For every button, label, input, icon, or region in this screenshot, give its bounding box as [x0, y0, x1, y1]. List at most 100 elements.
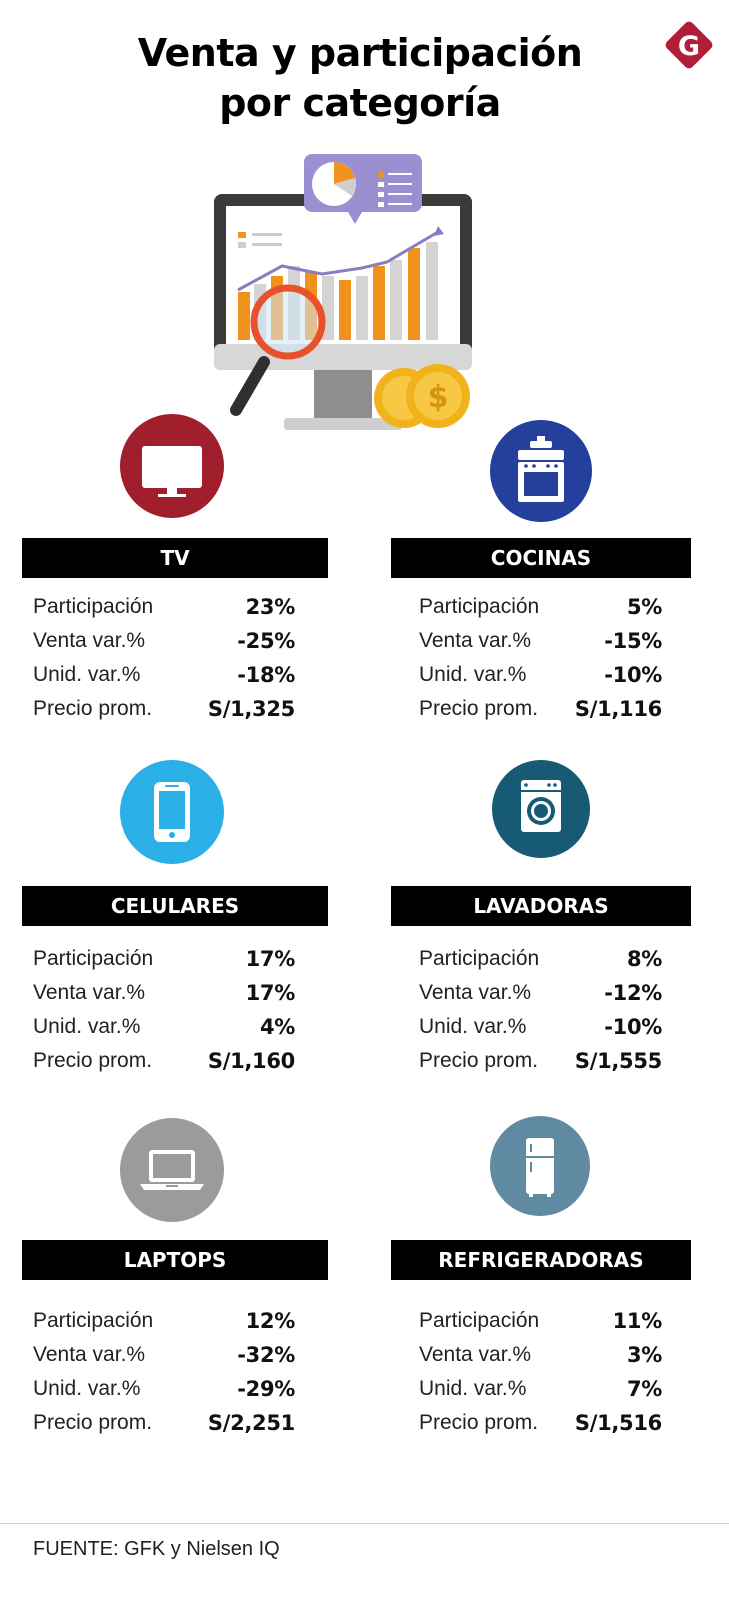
value: S/1,516 [574, 1411, 662, 1435]
row-unid: Unid. var.% -10% [419, 658, 662, 692]
label: Unid. var.% [419, 1377, 527, 1400]
value: 3% [626, 1343, 662, 1367]
row-venta: Venta var.% -12% [419, 976, 662, 1010]
row-participacion: Participación 8% [419, 942, 662, 976]
label: Venta var.% [33, 1343, 146, 1366]
celulares-category-icon [120, 760, 224, 864]
row-participacion: Participación 23% [33, 590, 295, 624]
refrigerator-icon [526, 1138, 554, 1197]
laptops-category-icon [120, 1118, 224, 1222]
category-header-lavadoras: LAVADORAS [391, 886, 691, 926]
row-unid: Unid. var.% -10% [419, 1010, 662, 1044]
title-line-2: por categoría [219, 81, 501, 125]
row-precio: Precio prom. S/1,160 [33, 1044, 295, 1078]
tv-category-icon [120, 414, 224, 518]
value: 17% [245, 947, 296, 971]
value: -18% [237, 663, 295, 687]
label: Participación [419, 947, 540, 970]
value: -29% [237, 1377, 295, 1401]
label: Unid. var.% [33, 1377, 141, 1400]
title-line-1: Venta y participación [137, 31, 583, 75]
value: -32% [237, 1343, 295, 1367]
label: Participación [33, 947, 154, 970]
value: 12% [245, 1309, 296, 1333]
lavadoras-category-icon [492, 760, 590, 858]
label: Precio prom. [33, 697, 153, 720]
category-table-tv: Participación 23% Venta var.% -25% Unid. v… [33, 590, 295, 726]
label: Precio prom. [419, 1049, 539, 1072]
row-participacion: Participación 11% [419, 1304, 662, 1338]
row-venta: Venta var.% 17% [33, 976, 295, 1010]
label: Venta var.% [419, 629, 532, 652]
value: -25% [237, 629, 295, 653]
value: 7% [626, 1377, 662, 1401]
value: S/1,160 [207, 1049, 295, 1073]
row-precio: Precio prom. S/1,116 [419, 692, 662, 726]
category-header-laptops: LAPTOPS [22, 1240, 328, 1280]
row-unid: Unid. var.% -29% [33, 1372, 295, 1406]
tv-icon [142, 446, 202, 497]
source-note: FUENTE: GFK y Nielsen IQ [33, 1538, 280, 1560]
smartphone-icon [154, 782, 190, 842]
row-unid: Unid. var.% 7% [419, 1372, 662, 1406]
value: -12% [604, 981, 662, 1005]
logo-letter: G [678, 31, 700, 62]
category-header-celulares: CELULARES [22, 886, 328, 926]
label: Precio prom. [33, 1049, 153, 1072]
row-precio: Precio prom. S/1,555 [419, 1044, 662, 1078]
label: Unid. var.% [33, 663, 141, 686]
row-unid: Unid. var.% 4% [33, 1010, 295, 1044]
value: -15% [604, 629, 662, 653]
label: Participación [419, 595, 540, 618]
row-precio: Precio prom. S/2,251 [33, 1406, 295, 1440]
row-participacion: Participación 12% [33, 1304, 295, 1338]
row-precio: Precio prom. S/1,516 [419, 1406, 662, 1440]
label: Unid. var.% [33, 1015, 141, 1038]
row-venta: Venta var.% -32% [33, 1338, 295, 1372]
footer-divider [0, 1523, 729, 1524]
label: Venta var.% [419, 1343, 532, 1366]
value: -10% [604, 1015, 662, 1039]
washing-machine-icon [521, 780, 561, 832]
value: -10% [604, 663, 662, 687]
label: Unid. var.% [419, 663, 527, 686]
row-venta: Venta var.% 3% [419, 1338, 662, 1372]
category-table-lavadoras: Participación 8% Venta var.% -12% Unid. va… [419, 942, 662, 1078]
row-participacion: Participación 5% [419, 590, 662, 624]
stove-icon [518, 436, 564, 502]
value: 5% [626, 595, 662, 619]
label: Participación [33, 595, 154, 618]
value: 8% [626, 947, 662, 971]
value: 11% [612, 1309, 663, 1333]
label: Participación [419, 1309, 540, 1332]
analytics-illustration-icon: $ [214, 154, 472, 430]
category-table-refrigeradoras: Participación 11% Venta var.% 3% Unid. var… [419, 1304, 662, 1440]
label: Venta var.% [419, 981, 532, 1004]
category-table-laptops: Participación 12% Venta var.% -32% Unid. v… [33, 1304, 295, 1440]
value: S/1,325 [207, 697, 295, 721]
label: Unid. var.% [419, 1015, 527, 1038]
category-header-refrigeradoras: REFRIGERADORAS [391, 1240, 691, 1280]
category-table-celulares: Participación 17% Venta var.% 17% Unid. va… [33, 942, 295, 1078]
value: 17% [245, 981, 296, 1005]
label: Precio prom. [419, 697, 539, 720]
category-header-cocinas: COCINAS [391, 538, 691, 578]
label: Precio prom. [419, 1411, 539, 1434]
refrigeradoras-category-icon [490, 1116, 590, 1216]
label: Venta var.% [33, 629, 146, 652]
label: Participación [33, 1309, 154, 1332]
category-header-tv: TV [22, 538, 328, 578]
row-participacion: Participación 17% [33, 942, 295, 976]
category-table-cocinas: Participación 5% Venta var.% -15% Unid. va… [419, 590, 662, 726]
svg-text:$: $ [428, 380, 449, 415]
cocinas-category-icon [490, 420, 592, 522]
value: S/1,116 [574, 697, 662, 721]
page-title: Venta y participación por categoría [90, 28, 630, 128]
row-unid: Unid. var.% -18% [33, 658, 295, 692]
value: S/2,251 [207, 1411, 295, 1435]
value: 23% [245, 595, 296, 619]
gestion-logo: G [665, 21, 713, 69]
row-venta: Venta var.% -25% [33, 624, 295, 658]
laptop-icon [140, 1150, 204, 1190]
label: Precio prom. [33, 1411, 153, 1434]
